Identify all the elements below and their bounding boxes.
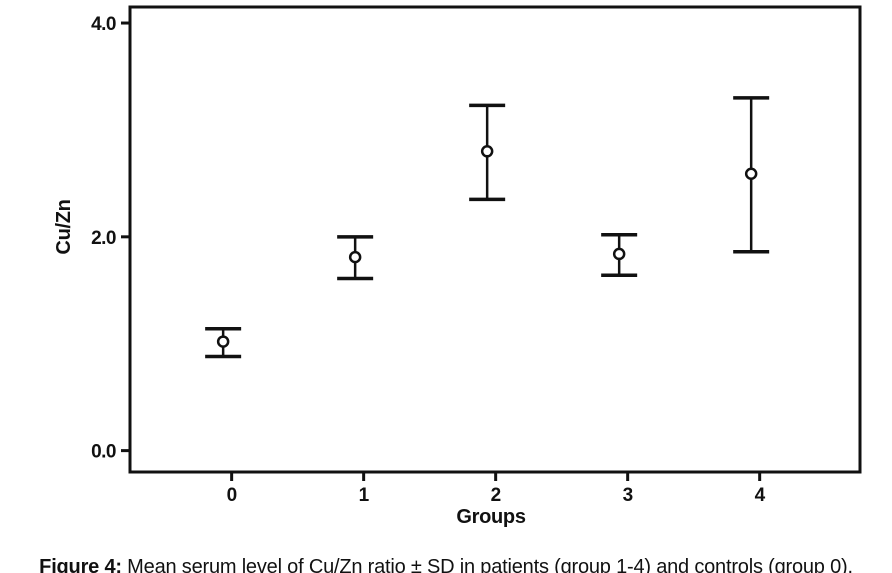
errorbar-group-2 — [469, 103, 506, 202]
x-tick-label: 0 — [227, 485, 237, 506]
mean-marker — [480, 145, 494, 158]
mean-marker — [744, 167, 758, 181]
cu-zn-errorbar-plot: 0.0 2.0 4.0 0 1 2 3 4 Cu/Zn Groups — [53, 5, 862, 528]
figure-caption-text: Mean serum level of Cu/Zn ratio ± SD in … — [121, 556, 853, 573]
x-tick-label: 2 — [491, 485, 501, 506]
mean-marker — [612, 247, 626, 261]
mean-marker — [216, 335, 230, 348]
x-tick-label: 4 — [755, 485, 766, 506]
y-axis-title: Cu/Zn — [53, 199, 75, 254]
mean-marker — [348, 250, 362, 264]
errorbar-chart: 0.0 2.0 4.0 0 1 2 3 4 Cu/Zn Groups — [53, 5, 862, 528]
y-tick-label: 2.0 — [91, 228, 116, 249]
x-tick-label: 3 — [623, 485, 633, 506]
errorbar-group-3 — [601, 232, 638, 278]
errorbar-group-4 — [733, 96, 770, 254]
data-points — [205, 96, 770, 359]
figure-caption-label: Figure 4: — [39, 556, 122, 573]
x-axis-title: Groups — [456, 506, 525, 528]
errorbar-group-0 — [205, 327, 242, 359]
x-axis: 0 1 2 3 4 — [227, 472, 766, 506]
y-tick-label: 4.0 — [91, 14, 116, 35]
y-tick-label: 0.0 — [91, 442, 116, 463]
figure-caption: Figure 4: Mean serum level of Cu/Zn rati… — [0, 556, 892, 573]
errorbar-group-1 — [337, 235, 374, 281]
y-axis: 0.0 2.0 4.0 — [91, 14, 130, 463]
x-tick-label: 1 — [359, 485, 370, 506]
